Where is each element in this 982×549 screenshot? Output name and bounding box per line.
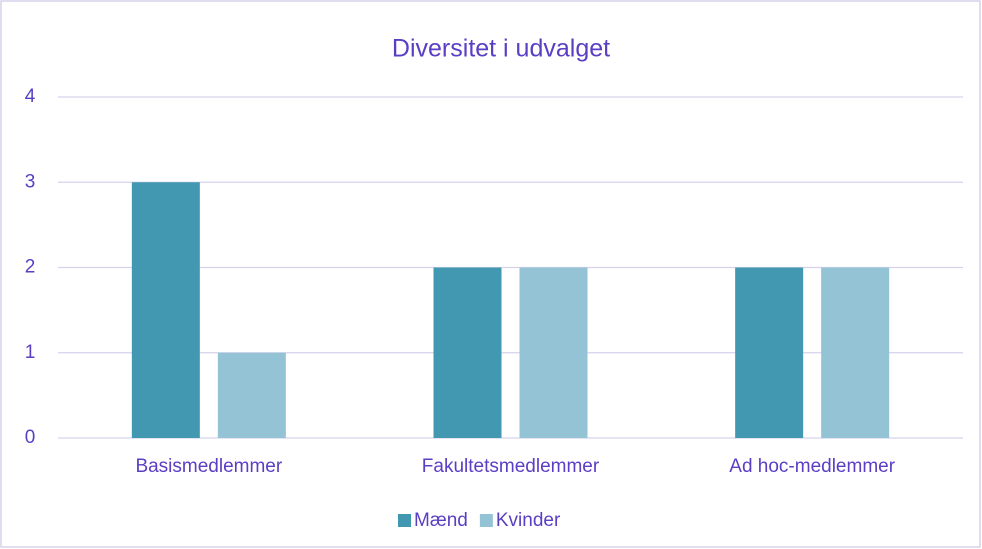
x-tick-label: Ad hoc-medlemmer [729,456,895,477]
legend-swatch [479,514,493,527]
y-tick-label: 4 [25,86,36,107]
legend-label: Kvinder [496,510,561,531]
x-tick-label: Basismedlemmer [135,456,282,477]
y-tick-label: 0 [25,427,36,448]
y-tick-label: 3 [25,171,36,192]
bar [131,182,200,438]
bar [433,267,502,438]
bar [217,352,286,438]
y-tick-label: 1 [25,342,36,363]
y-tick-label: 2 [25,257,36,278]
bar [735,267,804,438]
legend-swatch [398,514,411,527]
legend-label: Mænd [414,510,468,531]
bar [519,267,588,438]
chart-title: Diversitet i udvalget [392,35,610,63]
bar [821,267,890,438]
x-tick-label: Fakultetsmedlemmer [422,456,600,477]
